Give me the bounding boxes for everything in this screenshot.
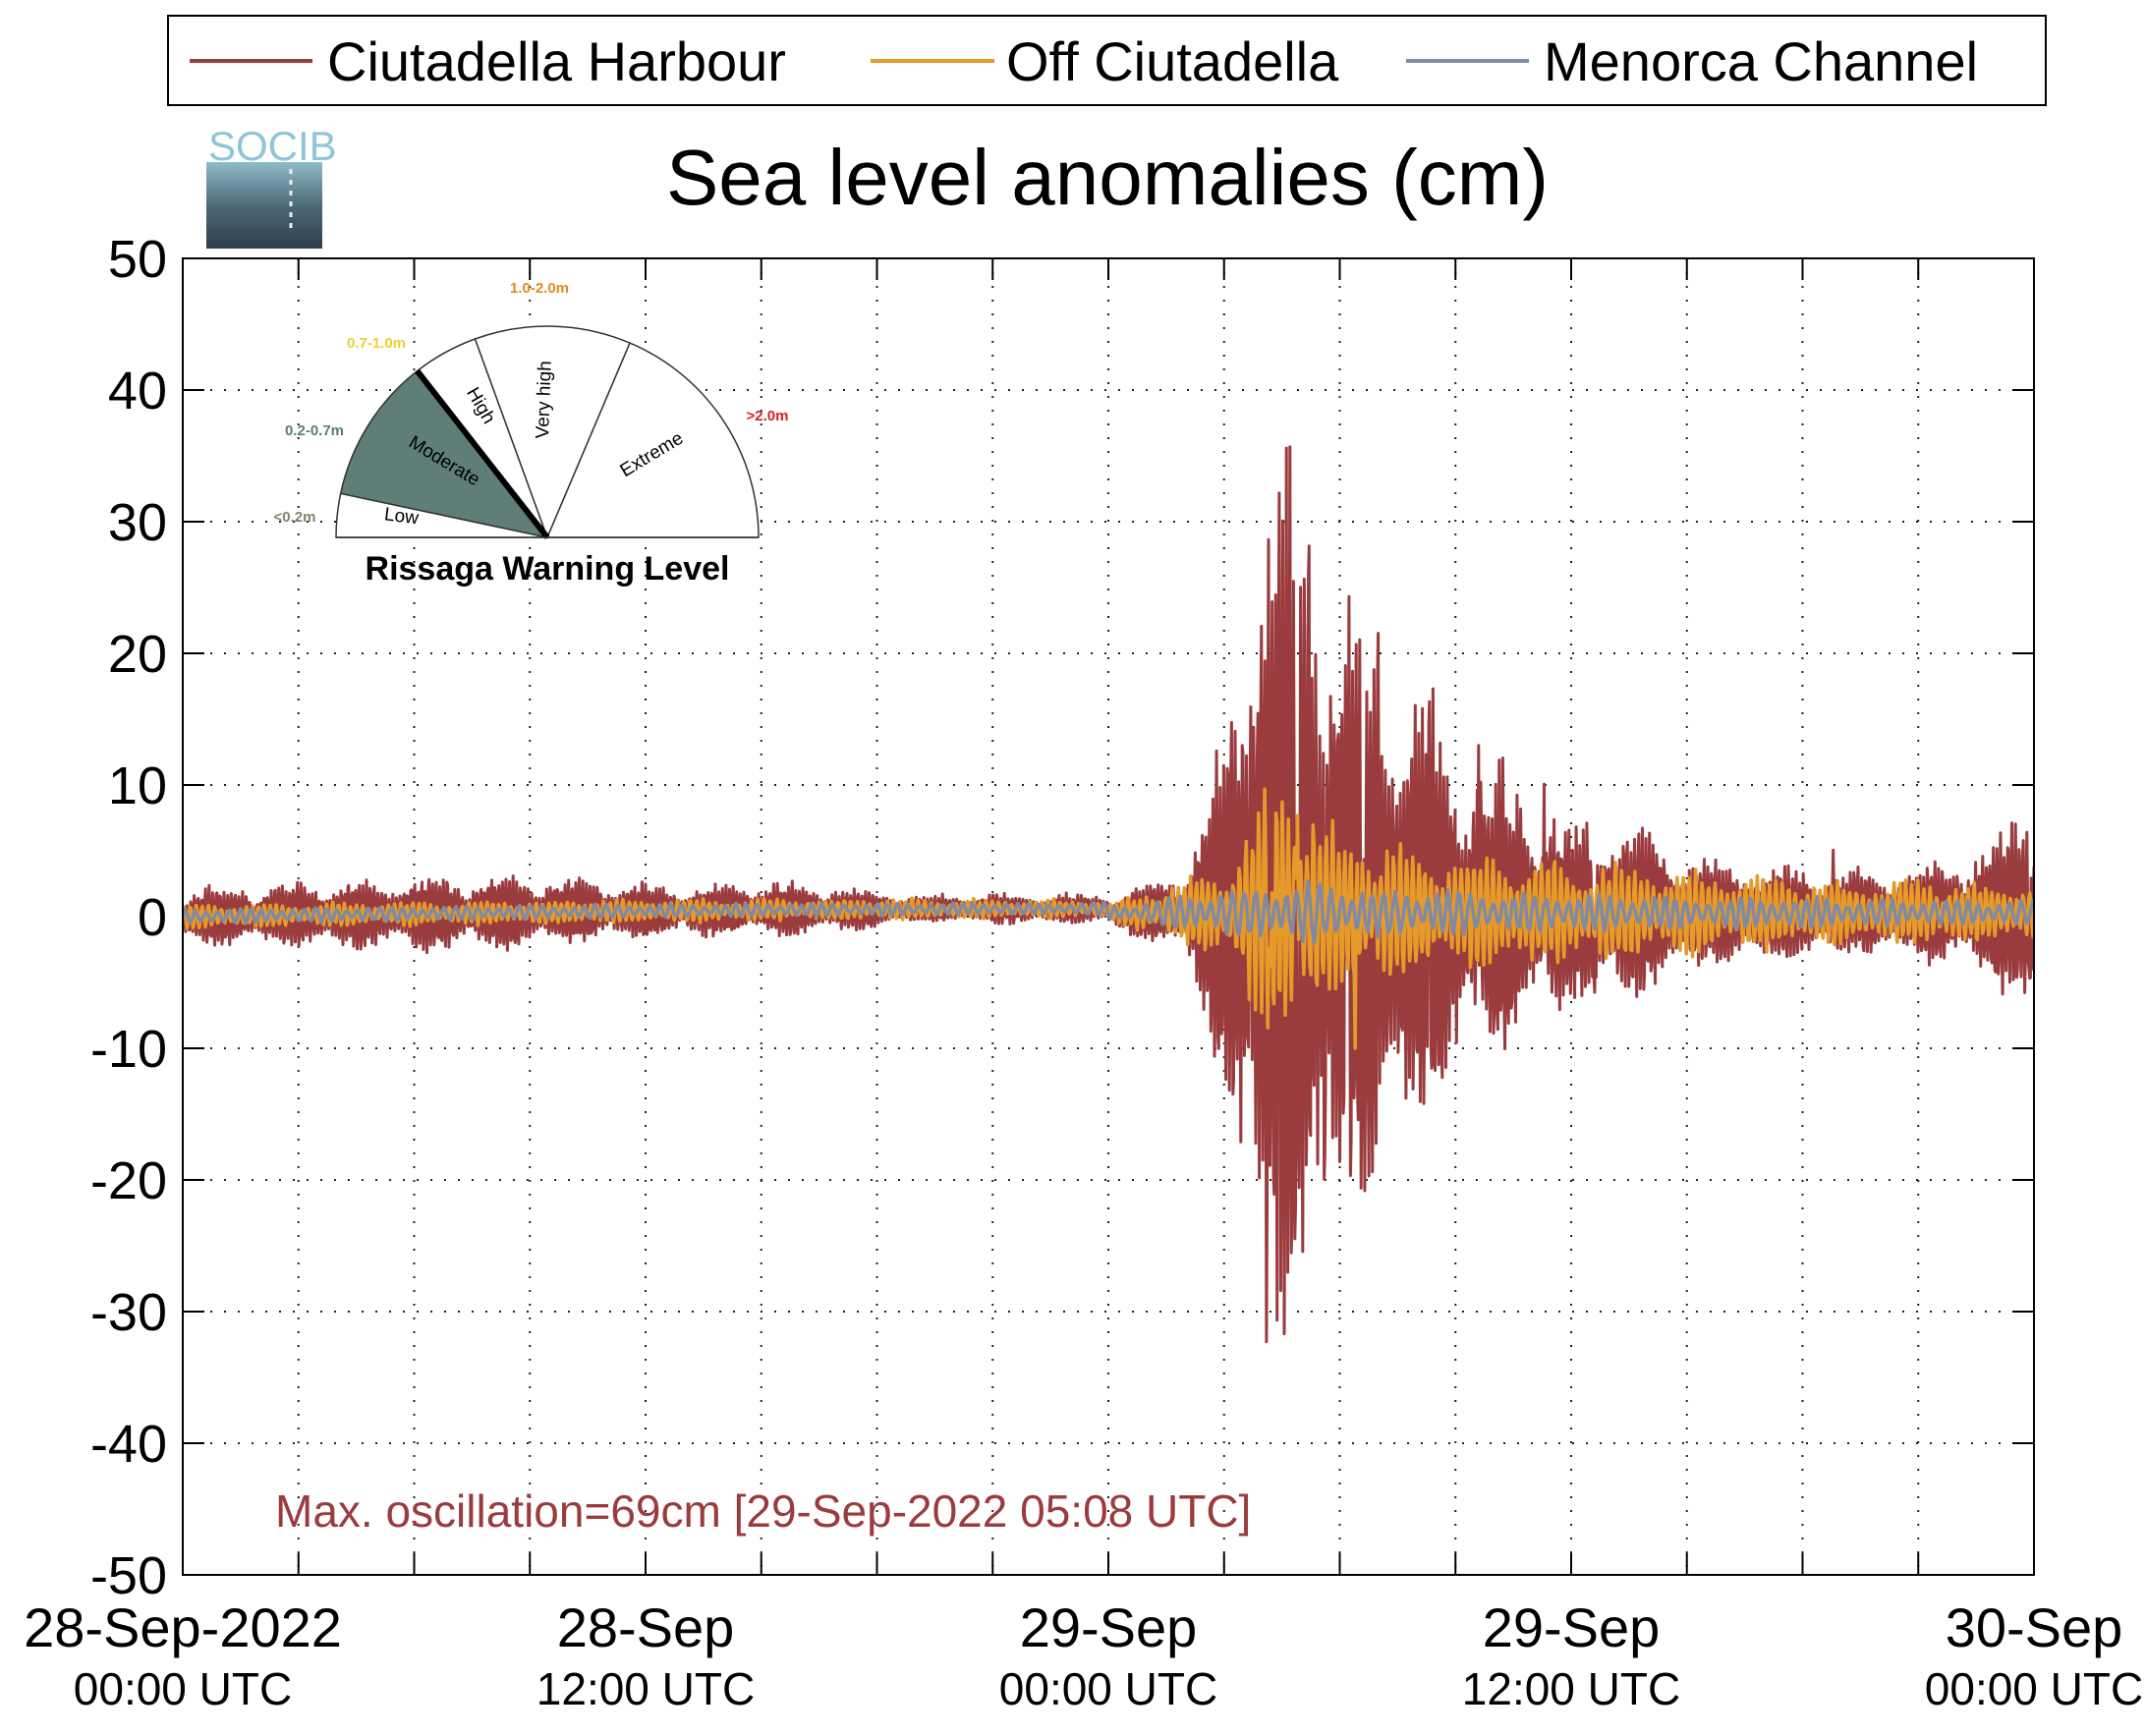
legend-label-ciutadella-harbour: Ciutadella Harbour — [327, 30, 786, 92]
socib-logo-text: SOCIB — [208, 123, 337, 169]
chart-title: Sea level anomalies (cm) — [666, 134, 1549, 221]
gauge-sector-very-high — [474, 325, 631, 540]
gauge-label-low: Low — [383, 504, 420, 529]
rissaga-warning-gauge: Rissaga Warning Level Low<0.2mModerate0.… — [274, 280, 789, 588]
max-oscillation-annotation: Max. oscillation=69cm [29-Sep-2022 05:08… — [275, 1485, 1251, 1537]
y-tick-label: -10 — [90, 1020, 167, 1079]
x-tick-label-time: 00:00 UTC — [999, 1663, 1217, 1714]
gauge-range-high: 0.7-1.0m — [347, 335, 406, 352]
y-tick-label: -30 — [90, 1283, 167, 1342]
gauge-range-extreme: >2.0m — [747, 408, 789, 424]
gauge-sector-extreme — [545, 342, 760, 538]
socib-logo: SOCIB — [206, 123, 337, 249]
x-tick-label-time: 12:00 UTC — [536, 1663, 755, 1714]
y-tick-label: -40 — [90, 1415, 167, 1474]
y-tick-label: 40 — [108, 362, 167, 420]
y-tick-label: 0 — [138, 888, 167, 947]
x-tick-label-date: 28-Sep — [557, 1596, 735, 1658]
y-tick-label: -50 — [90, 1546, 167, 1605]
x-tick-label-date: 29-Sep — [1020, 1596, 1198, 1658]
legend: Ciutadella Harbour Off Ciutadella Menorc… — [167, 15, 2047, 106]
x-tick-label-date: 30-Sep — [1946, 1596, 2123, 1658]
legend-label-menorca-channel: Menorca Channel — [1544, 30, 1978, 92]
y-tick-label: 10 — [108, 756, 167, 815]
x-tick-label-time: 00:00 UTC — [74, 1663, 292, 1714]
y-tick-label: 50 — [108, 230, 167, 289]
legend-label-off-ciutadella: Off Ciutadella — [1006, 30, 1339, 92]
gauge-range-low: <0.2m — [274, 509, 316, 526]
y-axis-ticks: 50 40 30 20 10 0 -10 -20 -30 -40 -50 — [90, 230, 2034, 1605]
x-tick-label-date: 29-Sep — [1483, 1596, 1661, 1658]
socib-logo-graphic — [206, 162, 322, 249]
y-tick-label: 30 — [108, 493, 167, 552]
gauge-sector-moderate — [339, 369, 549, 539]
gauge-title: Rissaga Warning Level — [366, 550, 730, 588]
y-tick-label: -20 — [90, 1151, 167, 1210]
legend-box — [167, 15, 2047, 106]
gauge-range-very-high: 1.0-2.0m — [510, 280, 569, 297]
series-group — [183, 445, 2034, 1344]
plot-frame — [182, 257, 2035, 1576]
x-tick-label-time: 12:00 UTC — [1462, 1663, 1680, 1714]
gauge-label-very-high: Very high — [533, 361, 556, 439]
series-menorca-channel — [183, 879, 2034, 946]
y-tick-label: 20 — [108, 625, 167, 684]
gauge-needle — [415, 368, 550, 539]
gauge-range-moderate: 0.2-0.7m — [285, 422, 344, 439]
x-tick-label-time: 00:00 UTC — [1925, 1663, 2143, 1714]
x-tick-label-date: 28-Sep-2022 — [24, 1596, 342, 1658]
